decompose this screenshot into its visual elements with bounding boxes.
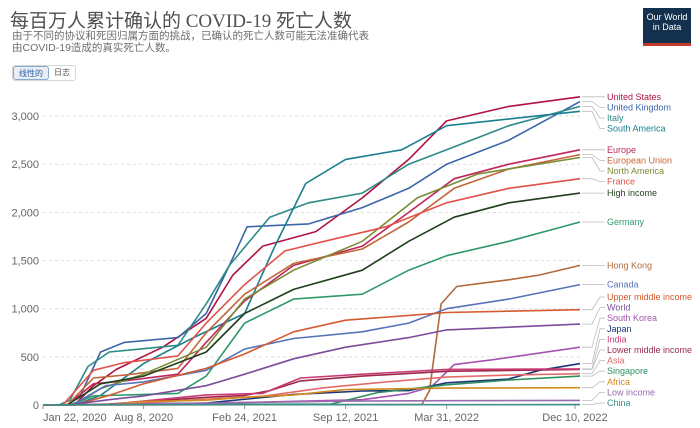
chart-subtitle: 由于不同的协议和死因归属方面的挑战，已确认的死亡人数可能无法准确代表 由COVI…: [12, 30, 602, 54]
linear-scale-button[interactable]: 线性的: [13, 66, 49, 80]
series-label-canada[interactable]: Canada: [607, 280, 639, 290]
x-tick-label: Jan 22, 2020: [43, 412, 107, 424]
y-tick-label: 1,000: [11, 304, 39, 316]
subtitle-line-1: 由于不同的协议和死因归属方面的挑战，已确认的死亡人数可能无法准确代表: [12, 30, 369, 42]
y-tick-label: 500: [21, 352, 39, 364]
series-label-france[interactable]: France: [607, 177, 635, 187]
label-connector: [582, 101, 605, 108]
y-tick-label: 2,500: [11, 159, 39, 171]
series-label-hong-kong[interactable]: Hong Kong: [607, 260, 652, 270]
y-tick-label: 3,000: [11, 111, 39, 123]
series-label-high-income[interactable]: High income: [607, 188, 657, 198]
label-connector: [582, 106, 605, 119]
series-label-low-income[interactable]: Low income: [607, 387, 655, 397]
series-label-china[interactable]: China: [607, 398, 631, 408]
log-scale-button[interactable]: 日志: [54, 68, 70, 77]
x-tick-label: Mar 31, 2022: [414, 412, 479, 424]
label-connector: [582, 157, 605, 172]
series-line-japan[interactable]: [42, 362, 581, 406]
series-label-lower-middle-income[interactable]: Lower middle income: [607, 345, 692, 355]
series-label-africa[interactable]: Africa: [607, 377, 630, 387]
series-line-high-income[interactable]: [43, 192, 581, 406]
label-connector: [582, 317, 605, 348]
label-connector: [582, 307, 605, 325]
series-label-italy[interactable]: Italy: [607, 113, 624, 123]
series-label-germany[interactable]: Germany: [607, 217, 645, 227]
series-label-singapore[interactable]: Singapore: [607, 366, 648, 376]
label-connector: [582, 370, 605, 377]
owid-logo[interactable]: Our World in Data: [643, 8, 691, 46]
label-connector: [582, 154, 605, 161]
series-line-south-america[interactable]: [43, 110, 581, 406]
label-connector: [582, 360, 605, 375]
series-line-world[interactable]: [43, 323, 581, 406]
subtitle-line-2: 由COVID-19造成的真实死亡人数。: [12, 42, 176, 54]
y-tick-label: 1,500: [11, 256, 39, 268]
label-connector: [582, 349, 605, 370]
series-label-europe[interactable]: Europe: [607, 145, 636, 155]
label-connector: [582, 392, 605, 401]
series-label-world[interactable]: World: [607, 303, 630, 313]
y-tick-label: 2,000: [11, 207, 39, 219]
label-connector: [582, 110, 605, 129]
series-label-upper-middle-income[interactable]: Upper middle income: [607, 292, 692, 302]
scale-toggle: 线性的 日志: [12, 65, 76, 81]
y-axis-ticks: 0 500 1,000 1,500 2,000 2,500 3,000: [11, 111, 39, 412]
series-label-south-korea[interactable]: South Korea: [607, 313, 657, 323]
series-lines: [42, 96, 581, 406]
logo-line-1: Our World: [646, 12, 688, 22]
chart-title: 每百万人累计确认的 COVID-19 死亡人数: [10, 11, 352, 32]
x-axis-ticks: Jan 22, 2020 Aug 8, 2020 Feb 24, 2021 Sep 1…: [42, 405, 608, 424]
series-label-european-union[interactable]: European Union: [607, 155, 672, 165]
series-line-european-union[interactable]: [43, 153, 581, 406]
series-line-france[interactable]: [43, 177, 581, 406]
series-label-india[interactable]: India: [607, 334, 627, 344]
series-label-united-kingdom[interactable]: United Kingdom: [607, 102, 671, 112]
x-tick-label: Aug 8, 2020: [114, 412, 173, 424]
label-connector: [582, 402, 605, 405]
series-line-italy[interactable]: [43, 105, 581, 406]
label-connector: [582, 296, 605, 311]
series-label-united-states[interactable]: United States: [607, 92, 662, 102]
series-line-hong-kong[interactable]: [42, 264, 581, 406]
logo-line-2: in Data: [652, 22, 682, 32]
series-line-europe[interactable]: [43, 149, 581, 406]
label-connector: [582, 328, 605, 364]
series-line-upper-middle-income[interactable]: [43, 308, 581, 406]
x-tick-label: Dec 10, 2022: [542, 412, 607, 424]
series-label-japan[interactable]: Japan: [607, 324, 632, 334]
label-connector: [582, 339, 605, 370]
series-line-india[interactable]: [42, 368, 581, 406]
series-line-canada[interactable]: [43, 283, 581, 406]
series-label-south-america[interactable]: South America: [607, 124, 666, 134]
series-line-asia[interactable]: [42, 372, 581, 406]
series-label-north-america[interactable]: North America: [607, 166, 664, 176]
x-tick-label: Feb 24, 2021: [212, 412, 277, 424]
x-tick-label: Sep 12, 2021: [313, 412, 378, 424]
label-connector: [582, 178, 605, 182]
series-label-asia[interactable]: Asia: [607, 356, 625, 366]
series-line-germany[interactable]: [43, 221, 581, 406]
label-connector: [582, 381, 605, 389]
y-tick-label: 0: [33, 400, 39, 412]
